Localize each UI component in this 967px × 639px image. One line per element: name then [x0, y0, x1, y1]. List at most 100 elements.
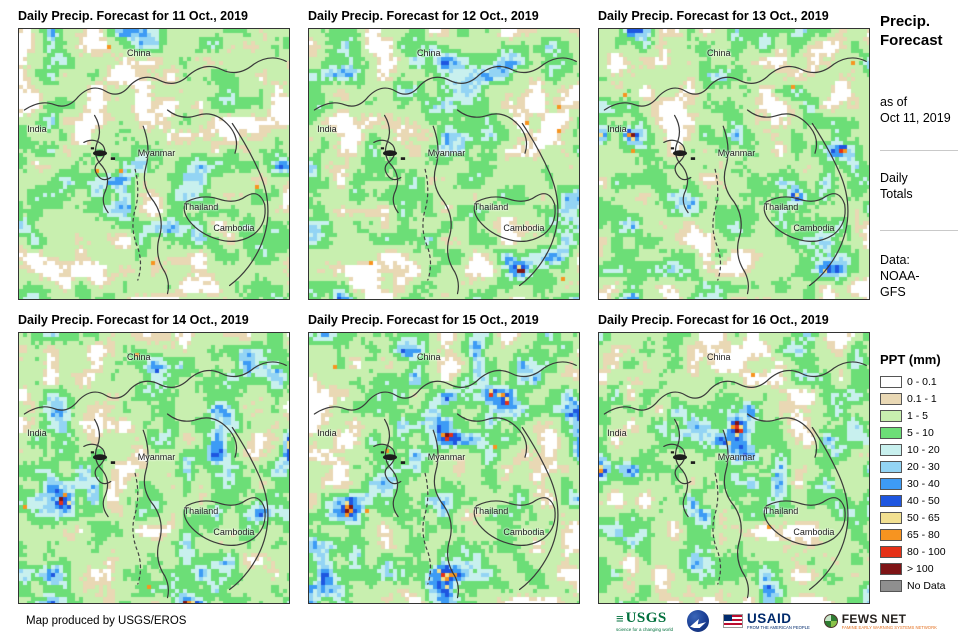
map-label-india: India: [27, 427, 47, 438]
legend-item: 20 - 30: [880, 458, 964, 475]
map-label-thailand: Thailand: [183, 505, 219, 516]
map-label-india: India: [317, 123, 337, 134]
legend-item: 30 - 40: [880, 475, 964, 492]
map-label-myanmar: Myanmar: [137, 147, 176, 158]
map-label-china: China: [707, 47, 731, 58]
precip-raster: [599, 29, 869, 299]
map-label-india: India: [317, 427, 337, 438]
legend-item: 5 - 10: [880, 424, 964, 441]
precip-raster: [309, 333, 579, 603]
legend-item: 0.1 - 1: [880, 390, 964, 407]
panel-title: Daily Precip. Forecast for 14 Oct., 2019: [18, 313, 249, 327]
precip-map: China India Myanmar Thailand Cambodia: [598, 28, 870, 300]
map-label-myanmar: Myanmar: [427, 451, 466, 462]
info-sidebar: Precip. Forecast as of Oct 11, 2019 Dail…: [880, 12, 964, 299]
fewsnet-globe-icon: [823, 614, 838, 628]
map-label-china: China: [417, 351, 441, 362]
legend-item: 0 - 0.1: [880, 373, 964, 390]
map-label-cambodia: Cambodia: [503, 223, 545, 234]
map-label-thailand: Thailand: [763, 505, 799, 516]
sheet-title: Precip. Forecast: [880, 13, 943, 49]
forecast-panel-oct12: Daily Precip. Forecast for 12 Oct., 2019…: [308, 6, 580, 300]
precip-raster: [19, 333, 289, 603]
map-label-india: India: [607, 123, 627, 134]
precip-map: China India Myanmar Thailand Cambodia: [308, 332, 580, 604]
legend-swatch: [880, 579, 902, 592]
legend-swatch: [880, 375, 902, 388]
forecast-panel-oct14: Daily Precip. Forecast for 14 Oct., 2019…: [18, 310, 290, 604]
ppt-legend: PPT (mm) 0 - 0.1 0.1 - 1 1 - 5 5 - 10 10…: [880, 352, 964, 594]
map-label-china: China: [417, 47, 441, 58]
map-label-china: China: [127, 47, 151, 58]
legend-item: 80 - 100: [880, 543, 964, 560]
legend-swatch: [880, 392, 902, 405]
totals-label: Daily Totals: [880, 171, 913, 201]
map-label-thailand: Thailand: [183, 201, 219, 212]
usgs-tagline: science for a changing world: [616, 627, 674, 632]
usgs-logo: ≡ USGS science for a changing world: [616, 610, 674, 632]
precip-raster: [19, 29, 289, 299]
legend-swatch: [880, 528, 902, 541]
usaid-tagline: FROM THE AMERICAN PEOPLE: [747, 625, 810, 630]
map-label-myanmar: Myanmar: [427, 147, 466, 158]
precip-map: China India Myanmar Thailand Cambodia: [598, 332, 870, 604]
fewsnet-tagline: FAMINE EARLY WARNING SYSTEMS NETWORK: [841, 624, 937, 630]
precip-map: China India Myanmar Thailand Cambodia: [18, 332, 290, 604]
map-label-thailand: Thailand: [473, 201, 509, 212]
legend-item: 50 - 65: [880, 509, 964, 526]
legend-swatch: [880, 443, 902, 456]
legend-swatch: [880, 562, 902, 575]
map-label-thailand: Thailand: [473, 505, 509, 516]
as-of-date: as of Oct 11, 2019: [880, 95, 951, 125]
map-label-myanmar: Myanmar: [717, 147, 756, 158]
forecast-panel-oct13: Daily Precip. Forecast for 13 Oct., 2019…: [598, 6, 870, 300]
data-source-label: Data: NOAA- GFS: [880, 253, 920, 299]
legend-item: No Data: [880, 577, 964, 594]
legend-swatch: [880, 511, 902, 524]
legend-item: 40 - 50: [880, 492, 964, 509]
legend-swatch: [880, 409, 902, 422]
map-label-myanmar: Myanmar: [717, 451, 756, 462]
usgs-bars-icon: ≡: [616, 610, 624, 626]
map-label-cambodia: Cambodia: [213, 223, 255, 234]
map-label-china: China: [707, 351, 731, 362]
legend-item: 65 - 80: [880, 526, 964, 543]
legend-item: 10 - 20: [880, 441, 964, 458]
legend-swatch: [880, 545, 902, 558]
map-label-cambodia: Cambodia: [503, 527, 545, 538]
legend-item: 1 - 5: [880, 407, 964, 424]
panel-title: Daily Precip. Forecast for 16 Oct., 2019: [598, 313, 829, 327]
forecast-panel-oct15: Daily Precip. Forecast for 15 Oct., 2019…: [308, 310, 580, 604]
map-label-india: India: [607, 427, 627, 438]
fewsnet-logo: FEWS NET FAMINE EARLY WARNING SYSTEMS NE…: [823, 613, 937, 630]
forecast-panel-oct16: Daily Precip. Forecast for 16 Oct., 2019…: [598, 310, 870, 604]
agency-logos: ≡ USGS science for a changing world USAI…: [616, 606, 937, 636]
map-label-cambodia: Cambodia: [793, 223, 835, 234]
sidebar-divider: [880, 150, 958, 151]
usaid-logo: USAID FROM THE AMERICAN PEOPLE: [723, 612, 810, 630]
sidebar-divider: [880, 230, 958, 231]
map-label-myanmar: Myanmar: [137, 451, 176, 462]
forecast-panel-oct11: Daily Precip. Forecast for 11 Oct., 2019…: [18, 6, 290, 300]
legend-title: PPT (mm): [880, 352, 941, 367]
legend-swatch: [880, 426, 902, 439]
legend-swatch: [880, 477, 902, 490]
precip-map: China India Myanmar Thailand Cambodia: [308, 28, 580, 300]
legend-swatch: [880, 460, 902, 473]
panel-title: Daily Precip. Forecast for 13 Oct., 2019: [598, 9, 829, 23]
precip-raster: [309, 29, 579, 299]
panel-title: Daily Precip. Forecast for 15 Oct., 2019: [308, 313, 539, 327]
legend-swatch: [880, 494, 902, 507]
map-label-china: China: [127, 351, 151, 362]
panel-title: Daily Precip. Forecast for 12 Oct., 2019: [308, 9, 539, 23]
usaid-flag-icon: [723, 614, 744, 628]
noaa-logo: [687, 610, 710, 632]
map-label-thailand: Thailand: [763, 201, 799, 212]
map-label-cambodia: Cambodia: [793, 527, 835, 538]
panel-title: Daily Precip. Forecast for 11 Oct., 2019: [18, 9, 248, 23]
precip-map: China India Myanmar Thailand Cambodia: [18, 28, 290, 300]
precip-raster: [599, 333, 869, 603]
map-label-india: India: [27, 123, 47, 134]
legend-item: > 100: [880, 560, 964, 577]
